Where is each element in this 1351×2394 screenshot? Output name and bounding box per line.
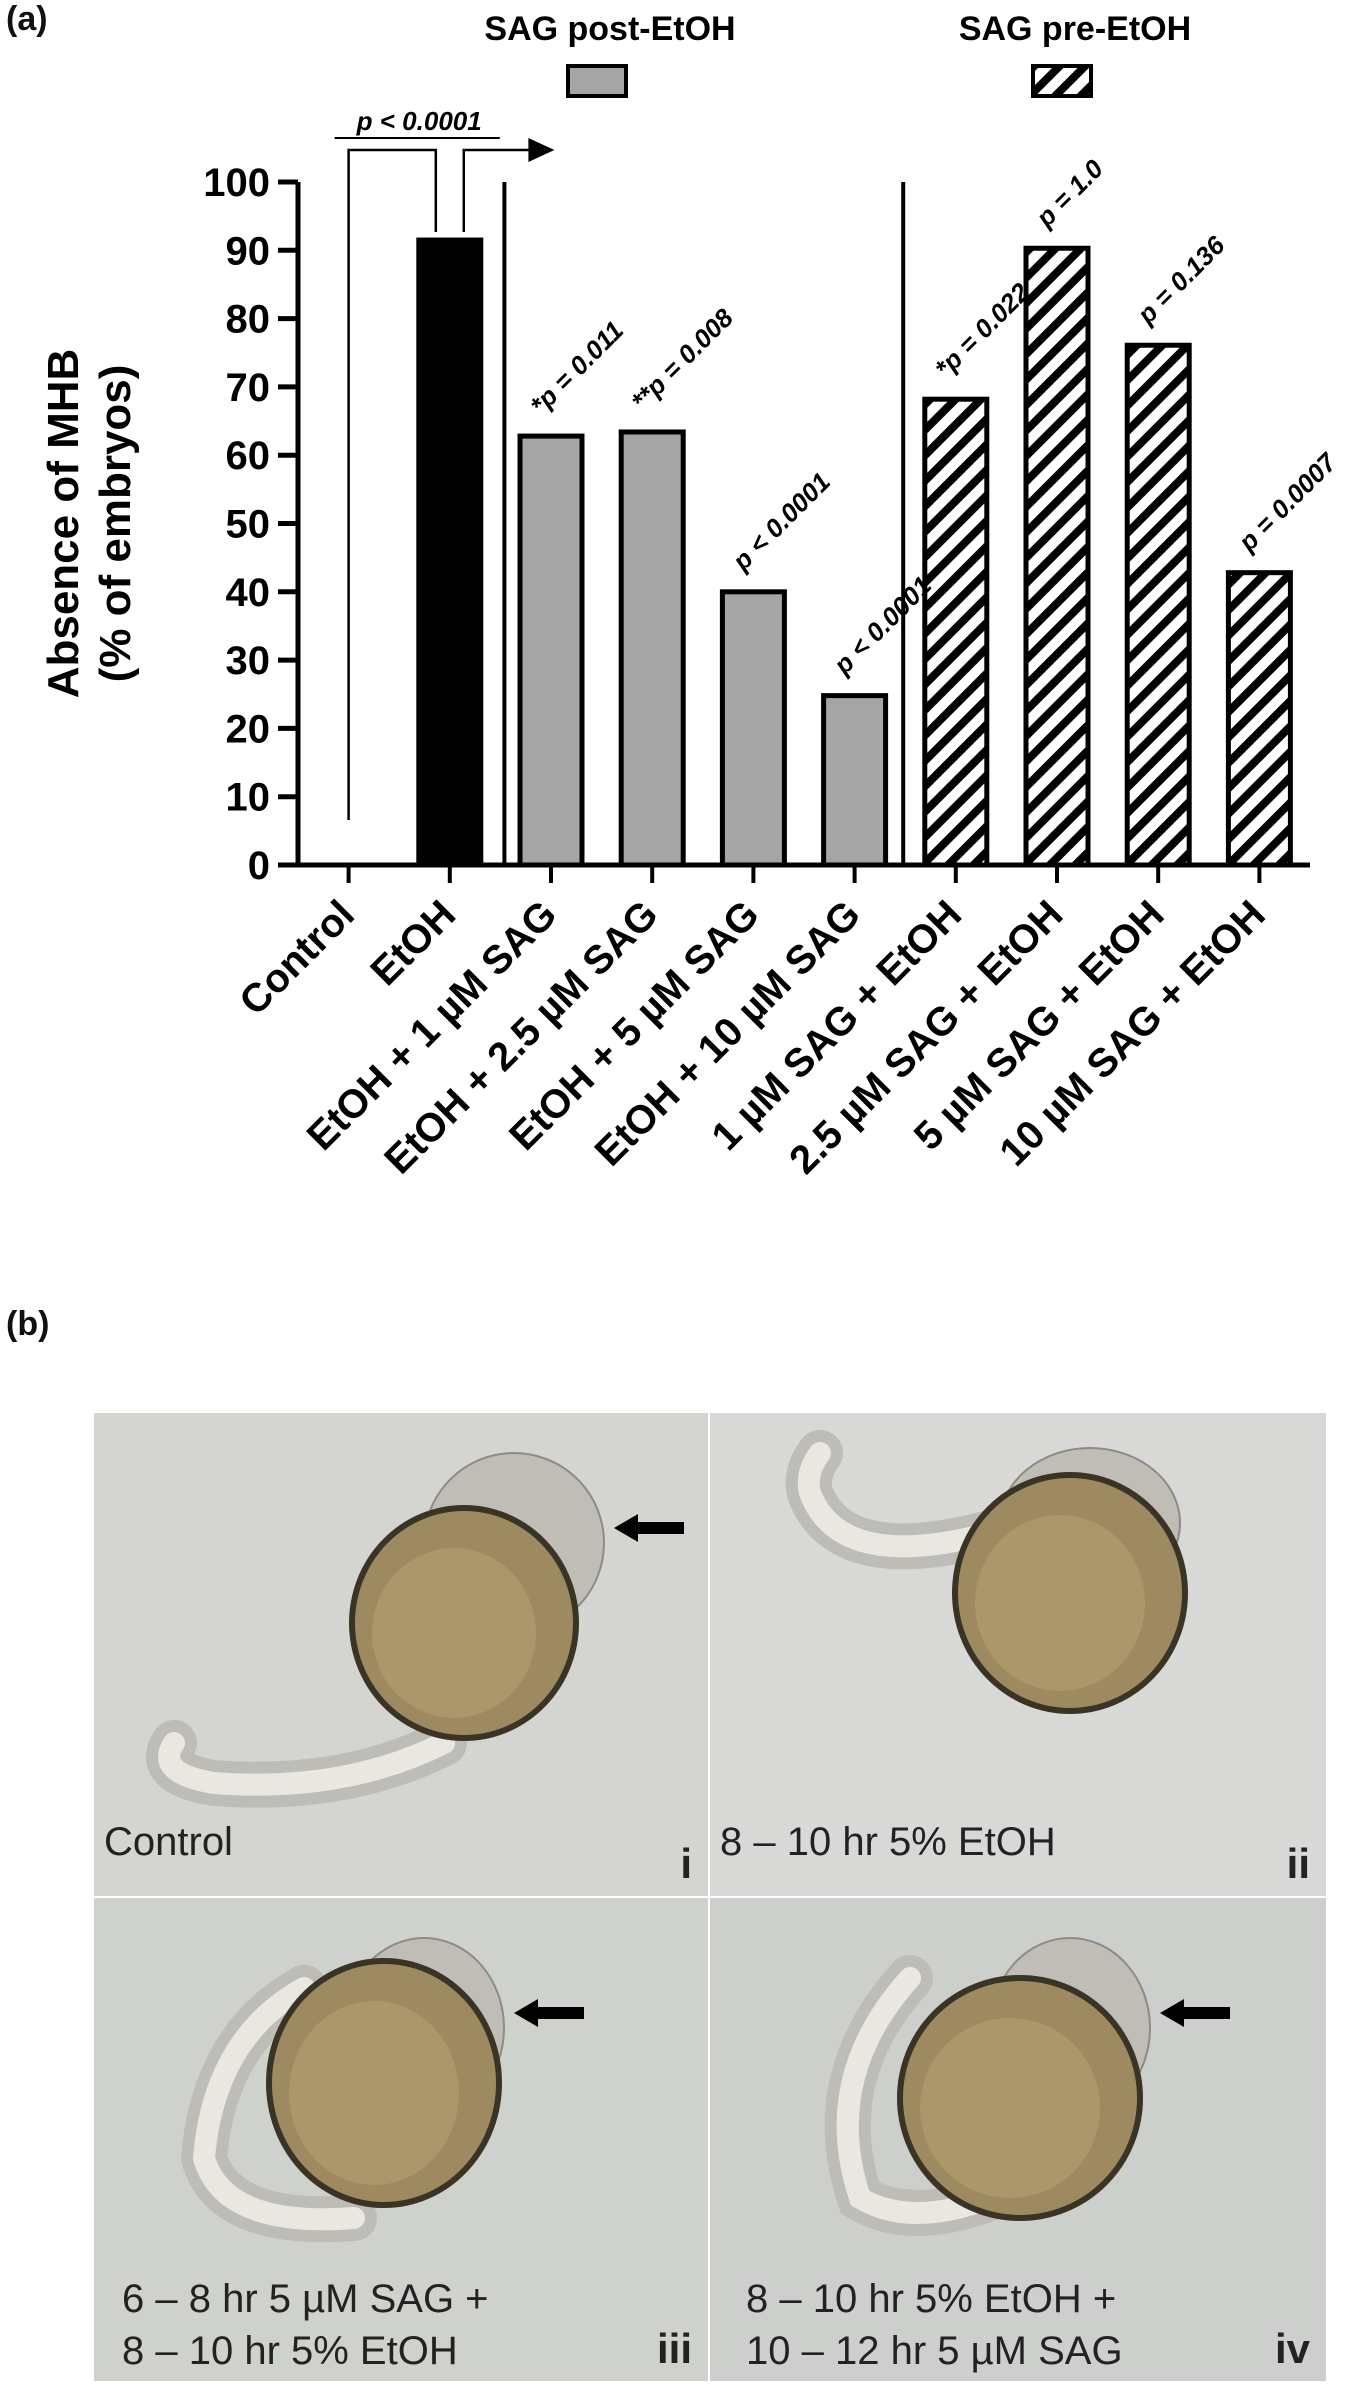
y-tick-label: 90 [226, 229, 271, 273]
photo-caption: 8 – 10 hr 5% EtOH + 10 – 12 hr 5 µM SAG [746, 2277, 1123, 2373]
embryo-illustration [146, 1452, 684, 1808]
p-value-label: *p = 0.022 [929, 276, 1036, 383]
embryo-illustration [180, 1937, 584, 2243]
yolk-highlight [975, 1515, 1145, 1691]
mhb-arrow-icon [1160, 1999, 1230, 2027]
significance-bracket [347, 148, 438, 820]
legend-swatch [566, 64, 628, 98]
bracket-label: p < 0.0001 [356, 106, 482, 136]
y-axis-label-line: Absence of MHB [39, 349, 88, 699]
bar [821, 693, 889, 868]
y-tick-label: 30 [226, 639, 271, 683]
photo-numeral: i [680, 1840, 692, 1887]
photo-caption: Control [104, 1820, 233, 1864]
embryo-tail-core [797, 1442, 1001, 1558]
legend-label: SAG post-EtOH [484, 10, 735, 48]
embryo-photo-iii: 6 – 8 hr 5 µM SAG + 8 – 10 hr 5% EtOH iii [94, 1898, 708, 2381]
photo-caption: 6 – 8 hr 5 µM SAG + 8 – 10 hr 5% EtOH [122, 2277, 489, 2373]
p-value-label: p < 0.0001 [827, 570, 937, 680]
embryo-illustration [824, 1937, 1230, 2236]
bracket-arrowhead [528, 138, 555, 162]
y-tick-label: 0 [248, 844, 270, 888]
bar [922, 396, 990, 868]
photo-numeral: iv [1274, 2325, 1310, 2372]
chart-legend: SAG post-EtOH SAG pre-EtOH [484, 10, 1191, 98]
panel-a-label: (a) [6, 0, 48, 38]
y-tick-label: 70 [226, 366, 271, 410]
y-axis: 0 10 20 30 40 50 60 70 80 90 100 Absence of MHB(% o… [39, 161, 1310, 888]
y-tick-label: 60 [226, 434, 271, 478]
bar [719, 589, 787, 868]
y-tick-label: 80 [226, 298, 271, 342]
bar [1023, 245, 1091, 868]
yolk-highlight [289, 2001, 459, 2185]
legend-label: SAG pre-EtOH [959, 10, 1191, 48]
embryo-tail-core [158, 1732, 455, 1796]
category-label: Control [231, 892, 363, 1024]
embryo-photo-ii: 8 – 10 hr 5% EtOH ii [710, 1413, 1326, 1896]
embryo-photo-i: Control i [94, 1413, 708, 1896]
bar [416, 237, 484, 868]
embryo-illustration [785, 1430, 1188, 1714]
p-value-label: p < 0.0001 [726, 466, 836, 576]
y-tick-label: 40 [226, 571, 271, 615]
p-value-label: p = 1.0 [1029, 153, 1109, 233]
photo-caption: 8 – 10 hr 5% EtOH [720, 1820, 1056, 1864]
y-axis-label: Absence of MHB(% of embryos) [39, 349, 140, 699]
yolk-highlight [920, 2018, 1100, 2198]
y-tick-label: 10 [226, 776, 271, 820]
panel-b-label: (b) [6, 1305, 50, 1343]
bar-series [416, 237, 1293, 868]
p-value-label: p = 0.136 [1131, 230, 1231, 330]
photo-numeral: ii [1286, 1840, 1310, 1887]
mhb-arrow-icon [514, 1999, 584, 2027]
embryo-photo-iv: 8 – 10 hr 5% EtOH + 10 – 12 hr 5 µM SAG i… [710, 1898, 1326, 2381]
bar [517, 433, 585, 868]
bracket-arrow-line [462, 148, 535, 233]
bar [1124, 342, 1192, 868]
yolk-highlight [372, 1548, 536, 1718]
p-value-label: p = 0.0007 [1232, 446, 1343, 557]
y-axis-label-line: (% of embryos) [91, 365, 140, 683]
p-value-label: **p = 0.008 [625, 302, 739, 416]
y-tick-label: 20 [226, 707, 271, 751]
bar-chart: SAG post-EtOH SAG pre-EtOH 0 10 20 30 40 50 60 7… [39, 10, 1343, 1182]
embryo-tail-core [192, 1977, 365, 2231]
bar [1225, 570, 1293, 868]
photo-numeral: iii [656, 2325, 692, 2372]
mhb-arrow-icon [614, 1514, 684, 1542]
y-tick-label: 100 [203, 161, 270, 205]
p-value-label: *p = 0.011 [524, 315, 629, 420]
y-tick-label: 50 [226, 503, 271, 547]
legend-swatch [1031, 64, 1093, 98]
embryo-tail-core [836, 1967, 1001, 2224]
embryo-photo-grid: Control i 8 – 10 hr 5% EtOH ii 6 – 8 hr 5 µM… [94, 1413, 1326, 2381]
bar [618, 429, 686, 868]
